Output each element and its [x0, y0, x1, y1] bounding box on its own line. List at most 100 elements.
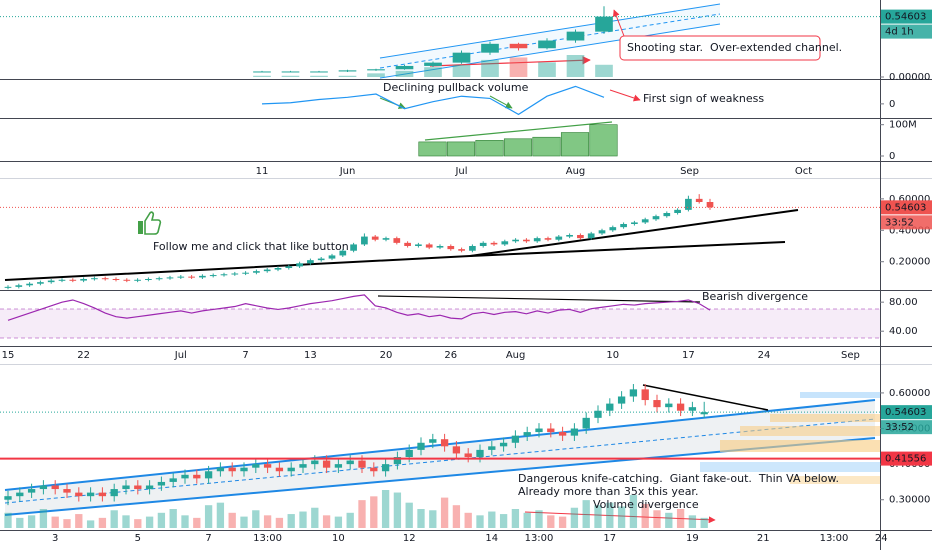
candle-body	[469, 246, 476, 251]
volume-bar	[181, 515, 189, 528]
annotation: Follow me and click that like button	[153, 240, 349, 253]
y-tick-label: 0.20000	[889, 257, 930, 268]
volume-bar	[424, 67, 442, 77]
volume-bar	[27, 515, 36, 528]
candle-body	[155, 278, 163, 280]
candle-body	[188, 276, 195, 278]
y-tick-label: 0.30000	[889, 495, 930, 506]
volume-bar	[51, 516, 59, 528]
volume-bar	[216, 502, 225, 528]
candle-body	[75, 492, 83, 497]
volume-bar	[169, 509, 177, 528]
volume-bar	[334, 516, 343, 528]
candle-body	[641, 219, 649, 223]
candle-body	[393, 457, 402, 465]
candle-body	[231, 273, 239, 275]
trend-line	[469, 209, 799, 257]
candle-body	[37, 282, 44, 284]
volume-bar	[381, 490, 390, 528]
volume-bar	[547, 515, 555, 528]
candle-body	[629, 389, 638, 397]
candle-body	[253, 71, 271, 73]
x-tick-label: 13	[304, 350, 317, 361]
candle-body	[405, 449, 413, 458]
volume-profile	[700, 462, 880, 472]
candle-body	[361, 236, 368, 245]
y-tick-label: 80.00	[889, 297, 918, 308]
x-tick-label: 22	[77, 350, 90, 361]
x-tick-label: 17	[603, 533, 616, 544]
volume-bar	[358, 500, 366, 528]
volume-bar	[145, 516, 154, 528]
x-tick-label: 14	[485, 533, 498, 544]
candle-body	[566, 235, 573, 237]
candle-body	[594, 410, 602, 418]
candle-body	[424, 62, 442, 66]
channel-fill	[5, 400, 875, 515]
candle-body	[620, 224, 627, 228]
candle-body	[281, 71, 300, 73]
volume-bar	[511, 509, 520, 528]
candle-body	[609, 227, 617, 231]
candle-body	[488, 446, 496, 450]
rsi-band	[0, 309, 880, 338]
annotation: Volume divergence	[593, 498, 699, 511]
x-tick-label: Jul	[454, 166, 467, 177]
candle-body	[577, 235, 584, 239]
volume-bar	[475, 140, 504, 157]
y-tick-label: 40.00	[889, 326, 918, 337]
volume-bar	[228, 512, 236, 528]
candle-body	[381, 464, 390, 472]
price-tag	[881, 451, 932, 466]
candle-body	[209, 275, 217, 277]
candle-body	[367, 69, 385, 71]
volume-profile	[790, 476, 880, 484]
countdown-label: 33:52	[885, 422, 914, 433]
volume-bar	[405, 502, 413, 528]
volume-bar	[700, 517, 708, 528]
candle-body	[538, 40, 556, 49]
x-tick-label: 7	[205, 533, 211, 544]
candle-body	[544, 238, 552, 240]
arrow	[609, 89, 641, 102]
candle-body	[358, 460, 366, 468]
channel-mid	[379, 13, 721, 69]
volume-bar	[617, 506, 626, 528]
volume-bar	[476, 515, 484, 528]
last-price-label: 0.54603	[885, 407, 926, 418]
y-tick-label: 0.60000	[889, 388, 930, 399]
x-tick-label: 26	[444, 350, 457, 361]
volume-bar	[665, 512, 673, 528]
candle-body	[157, 481, 166, 486]
candle-body	[101, 278, 109, 280]
candle-body	[425, 244, 433, 248]
volume-bar	[503, 138, 533, 157]
candle-body	[145, 279, 152, 280]
x-tick-label: Aug	[566, 166, 586, 177]
channel-mid	[4, 418, 876, 504]
volume-bar	[606, 502, 614, 528]
last-price-label: 0.54603	[885, 202, 926, 213]
candle-body	[63, 489, 71, 493]
candle-body	[27, 489, 36, 493]
candle-body	[566, 31, 585, 41]
candle-body	[674, 209, 681, 213]
volume-bar	[464, 512, 472, 528]
candle-body	[166, 277, 174, 279]
candle-body	[274, 268, 282, 270]
candle-body	[436, 246, 444, 248]
candle-body	[695, 198, 703, 202]
volume-bar	[594, 505, 602, 528]
candle-body	[216, 467, 225, 472]
price-tag	[881, 9, 932, 24]
candle-body	[555, 236, 563, 240]
price-tag	[881, 200, 932, 215]
x-tick-label: 7	[242, 350, 248, 361]
trend-line	[424, 121, 613, 141]
volume-bar	[452, 64, 471, 77]
volume-bar	[688, 515, 697, 528]
trend-line	[4, 241, 786, 281]
volume-bar	[338, 75, 357, 77]
volume-bar	[122, 515, 130, 528]
x-tick-label: 21	[757, 533, 770, 544]
